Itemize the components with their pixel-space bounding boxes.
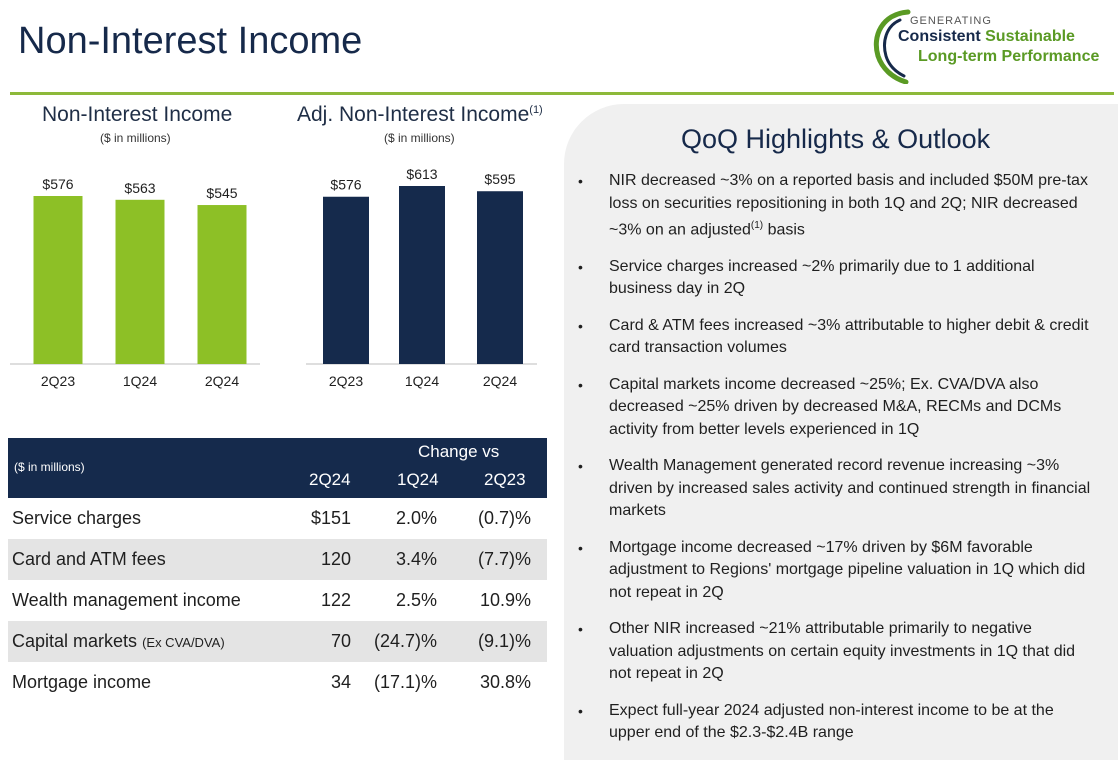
chart-2-plot: $576 2Q23 $613 1Q24 $595 2Q24 <box>306 166 537 389</box>
bullet-icon: • <box>578 258 583 275</box>
highlights-list: • NIR decreased ~3% on a reported basis a… <box>578 170 1098 759</box>
cell-2q23: (7.7)% <box>477 549 531 569</box>
list-item: • Mortgage income decreased ~17% driven b… <box>578 538 1086 601</box>
logo-swoosh-icon <box>873 9 911 84</box>
chart-1-title: Non-Interest Income <box>42 103 233 126</box>
cell-1q24: (17.1)% <box>373 672 437 692</box>
data-label: $576 <box>330 177 361 193</box>
bullet-icon: • <box>578 317 583 334</box>
bar-2Q23 <box>33 196 83 364</box>
title-divider <box>10 92 1114 95</box>
cell-1q24: 2.5% <box>395 590 437 610</box>
highlights-panel: QoQ Highlights & Outlook • NIR decreased … <box>564 104 1118 760</box>
list-item: • Card & ATM fees increased ~3% attributa… <box>578 316 1089 357</box>
bullet-icon: • <box>578 621 583 638</box>
table-unit-label: ($ in millions) <box>14 460 85 474</box>
bullet-icon: • <box>578 173 583 189</box>
x-tick-label: 1Q24 <box>405 373 439 389</box>
list-item: • Expect full-year 2024 adjusted non-inte… <box>578 701 1054 742</box>
column-header-2q24: 2Q24 <box>309 470 351 489</box>
logo-line-1: Consistent Sustainable <box>898 28 1075 45</box>
logo-generating-text: GENERATING <box>910 15 992 27</box>
bar-1Q24 <box>399 186 445 364</box>
bar-2Q24 <box>477 191 523 364</box>
cell-2q24: 122 <box>320 590 351 610</box>
cell-2q24: 34 <box>330 672 351 692</box>
data-label: $545 <box>206 185 237 201</box>
row-label: Service charges <box>12 508 142 528</box>
page-title: Non-Interest Income <box>18 20 363 62</box>
chart-2-subtitle: ($ in millions) <box>384 131 455 145</box>
row-label: Card and ATM fees <box>12 549 166 569</box>
nir-breakdown-table: ($ in millions) Change vs 2Q24 1Q24 2Q23… <box>8 438 547 703</box>
row-note: (Ex CVA/DVA) <box>142 635 225 650</box>
cell-2q23: (0.7)% <box>477 508 531 528</box>
table-row: Service charges $151 2.0% (0.7)% <box>8 498 547 539</box>
logo-line-2: Long-term Performance <box>918 48 1100 65</box>
row-label: Mortgage income <box>12 672 152 692</box>
data-label: $595 <box>484 171 515 187</box>
bullet-icon: • <box>578 458 583 475</box>
cell-2q24: 120 <box>320 549 351 569</box>
list-item: • Other NIR increased ~21% attributable p… <box>578 620 1076 683</box>
list-item: • Capital markets income decreased ~25%; … <box>578 375 1062 438</box>
chart-1-plot: $576 2Q23 $563 1Q24 $545 2Q24 <box>10 176 260 389</box>
row-label: Wealth management income <box>12 590 241 610</box>
table-row: Capital markets (Ex CVA/DVA) 70 (24.7)% … <box>8 621 547 662</box>
table-row: Card and ATM fees 120 3.4% (7.7)% <box>8 539 547 580</box>
cell-1q24: 2.0% <box>395 508 437 528</box>
bullet-icon: • <box>578 376 583 393</box>
x-tick-label: 2Q24 <box>205 373 239 389</box>
data-label: $563 <box>124 180 155 196</box>
table-row: Mortgage income 34 (17.1)% 30.8% <box>8 662 547 703</box>
chart-1-subtitle: ($ in millions) <box>100 131 171 145</box>
bar-2Q23 <box>323 196 369 364</box>
row-label: Capital markets (Ex CVA/DVA) <box>12 631 225 651</box>
bar-2Q24 <box>197 205 247 364</box>
x-tick-label: 2Q23 <box>41 373 75 389</box>
bullet-icon: • <box>578 539 583 556</box>
data-label: $613 <box>406 166 437 182</box>
list-item: • NIR decreased ~3% on a reported basis a… <box>578 172 1088 239</box>
data-label: $576 <box>42 176 73 192</box>
list-item: • Wealth Management generated record reve… <box>578 457 1091 520</box>
table-row: Wealth management income 122 2.5% 10.9% <box>8 580 547 621</box>
cell-1q24: 3.4% <box>395 549 437 569</box>
cell-2q24: $151 <box>310 508 351 528</box>
cell-2q23: 30.8% <box>479 672 531 692</box>
x-tick-label: 2Q23 <box>329 373 363 389</box>
column-header-2q23: 2Q23 <box>484 470 526 489</box>
brand-logo: GENERATING Consistent Sustainable Long-t… <box>868 6 1116 84</box>
cell-1q24: (24.7)% <box>373 631 437 651</box>
change-vs-label: Change vs <box>418 442 500 461</box>
x-tick-label: 1Q24 <box>123 373 157 389</box>
list-item: • Service charges increased ~2% primarily… <box>578 257 1035 298</box>
cell-2q23: (9.1)% <box>477 631 531 651</box>
table-header: ($ in millions) Change vs 2Q24 1Q24 2Q23 <box>8 438 547 498</box>
bar-1Q24 <box>115 199 165 364</box>
chart-2-title: Adj. Non-Interest Income(1) <box>297 103 543 126</box>
cell-2q23: 10.9% <box>479 590 531 610</box>
bullet-icon: • <box>578 702 583 719</box>
column-header-1q24: 1Q24 <box>397 470 439 489</box>
x-tick-label: 2Q24 <box>483 373 517 389</box>
cell-2q24: 70 <box>330 631 351 651</box>
highlights-title: QoQ Highlights & Outlook <box>681 124 991 154</box>
